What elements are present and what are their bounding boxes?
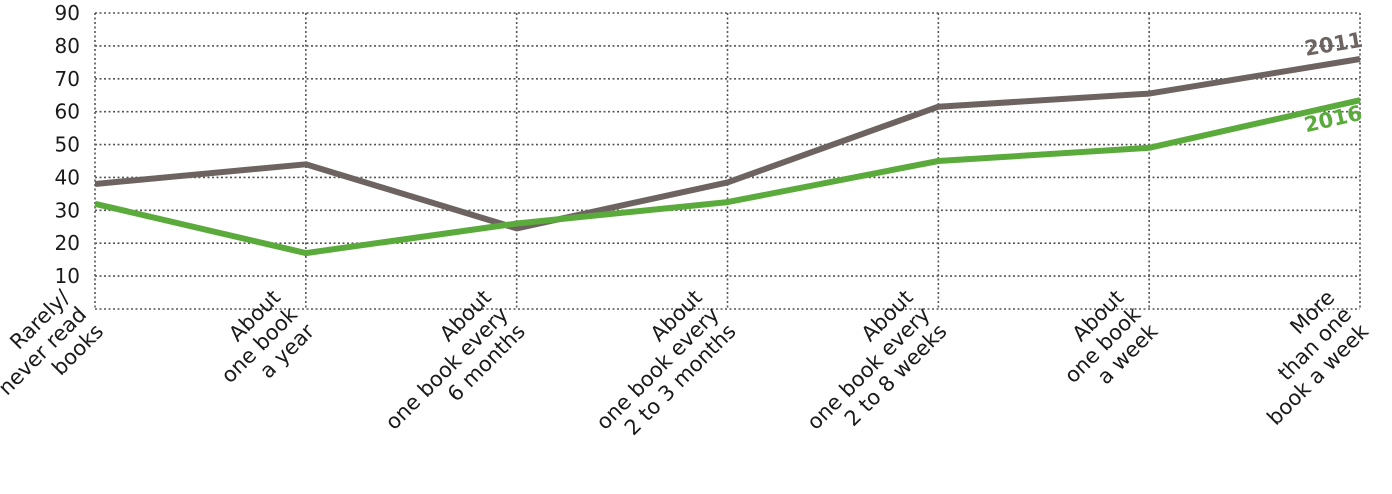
series-labels: 2011 2016 [1302,28,1364,137]
y-tick-label: 60 [55,100,80,124]
series-label-2016: 2016 [1302,101,1364,137]
y-tick-label: 20 [55,231,80,255]
series-line-2011 [94,56,1361,232]
series-lines [94,56,1361,257]
y-tick-label: 70 [55,67,80,91]
y-tick-label: 90 [55,1,80,25]
y-tick-label: 50 [55,133,80,157]
y-tick-label: 10 [55,264,80,288]
y-tick-label: 80 [55,34,80,58]
grid [94,12,1361,310]
series-label-2011: 2011 [1303,28,1365,61]
y-tick-label: 40 [55,165,80,189]
y-axis-ticks: 10 20 30 40 50 60 70 80 90 [55,1,80,288]
series-line-2016 [94,97,1361,257]
y-tick-label: 30 [55,198,80,222]
